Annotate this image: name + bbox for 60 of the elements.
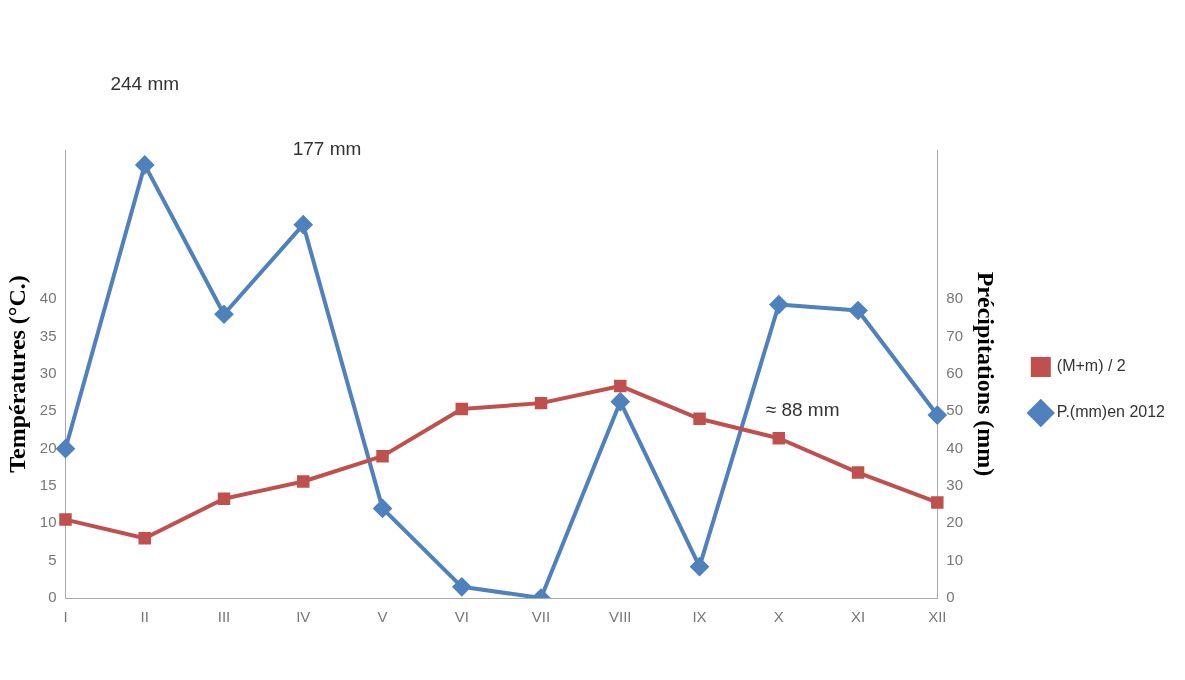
- annotation: ≈ 88 mm: [765, 399, 840, 421]
- text: 244 mm: [110, 73, 180, 94]
- x-tick-label: VII: [531, 608, 551, 626]
- point: [376, 449, 389, 463]
- y-tick-label: 35: [39, 326, 57, 344]
- x-tick-label: XI: [850, 608, 866, 626]
- y-tick-label: 40: [39, 289, 57, 307]
- point: [135, 155, 154, 174]
- x-tick-label: XII: [928, 608, 947, 626]
- point: [769, 295, 788, 314]
- y-tick-label: 10: [39, 513, 57, 531]
- point: [849, 301, 868, 320]
- x-tick-label: IV: [296, 608, 311, 626]
- point: [373, 499, 392, 518]
- legend-label: P.(mm)en 2012: [1056, 403, 1166, 421]
- y-tick-label: 25: [39, 401, 57, 419]
- point: [928, 406, 947, 425]
- y-tick-label: 20: [39, 438, 57, 456]
- y-tick-label: 15: [39, 476, 57, 494]
- point: [455, 402, 469, 416]
- point: [215, 305, 233, 324]
- x-tick-label: X: [773, 608, 784, 626]
- y2-tick-label: 10: [946, 550, 963, 568]
- annotation: 177 mm: [292, 138, 362, 159]
- y2-tick-label: 50: [946, 401, 963, 419]
- y2-tick-label: 60: [946, 364, 963, 382]
- point: [690, 557, 709, 576]
- y2-tick-label: 0: [946, 588, 955, 606]
- point: [611, 392, 630, 411]
- point: [56, 439, 75, 458]
- legend-label: (M+m) / 2: [1056, 357, 1126, 375]
- point: [294, 215, 313, 234]
- point: [772, 431, 786, 445]
- y2-tick-label: 20: [946, 513, 963, 531]
- point: [217, 492, 231, 505]
- x-tick-label: VI: [454, 608, 469, 626]
- point: [59, 513, 72, 526]
- y-tick-label: 0: [48, 588, 57, 606]
- point: [452, 577, 471, 596]
- y-tick-label: 30: [39, 364, 57, 382]
- x-tick-label: V: [377, 608, 388, 626]
- y-tick-label: 5: [48, 550, 57, 568]
- point: [138, 532, 151, 545]
- point: [297, 475, 310, 488]
- y2-axis-title: Précipitations (mm): [973, 271, 1000, 477]
- point: [614, 379, 627, 393]
- x-tick-label: III: [217, 608, 231, 626]
- point: [534, 396, 548, 410]
- y2-tick-label: 40: [946, 438, 963, 456]
- x-tick-label: II: [140, 608, 149, 626]
- y2-tick-label: 70: [946, 326, 963, 344]
- y2-tick-label: 30: [946, 476, 963, 494]
- point: [931, 496, 944, 509]
- x-tick-label: I: [63, 608, 68, 626]
- point: [693, 412, 706, 426]
- x-tick-label: VIII: [609, 608, 632, 626]
- y2-tick-label: 80: [946, 289, 963, 307]
- y-axis-title: Températures (°C.): [3, 275, 30, 473]
- x-tick-label: IX: [692, 608, 707, 626]
- point: [851, 466, 865, 479]
